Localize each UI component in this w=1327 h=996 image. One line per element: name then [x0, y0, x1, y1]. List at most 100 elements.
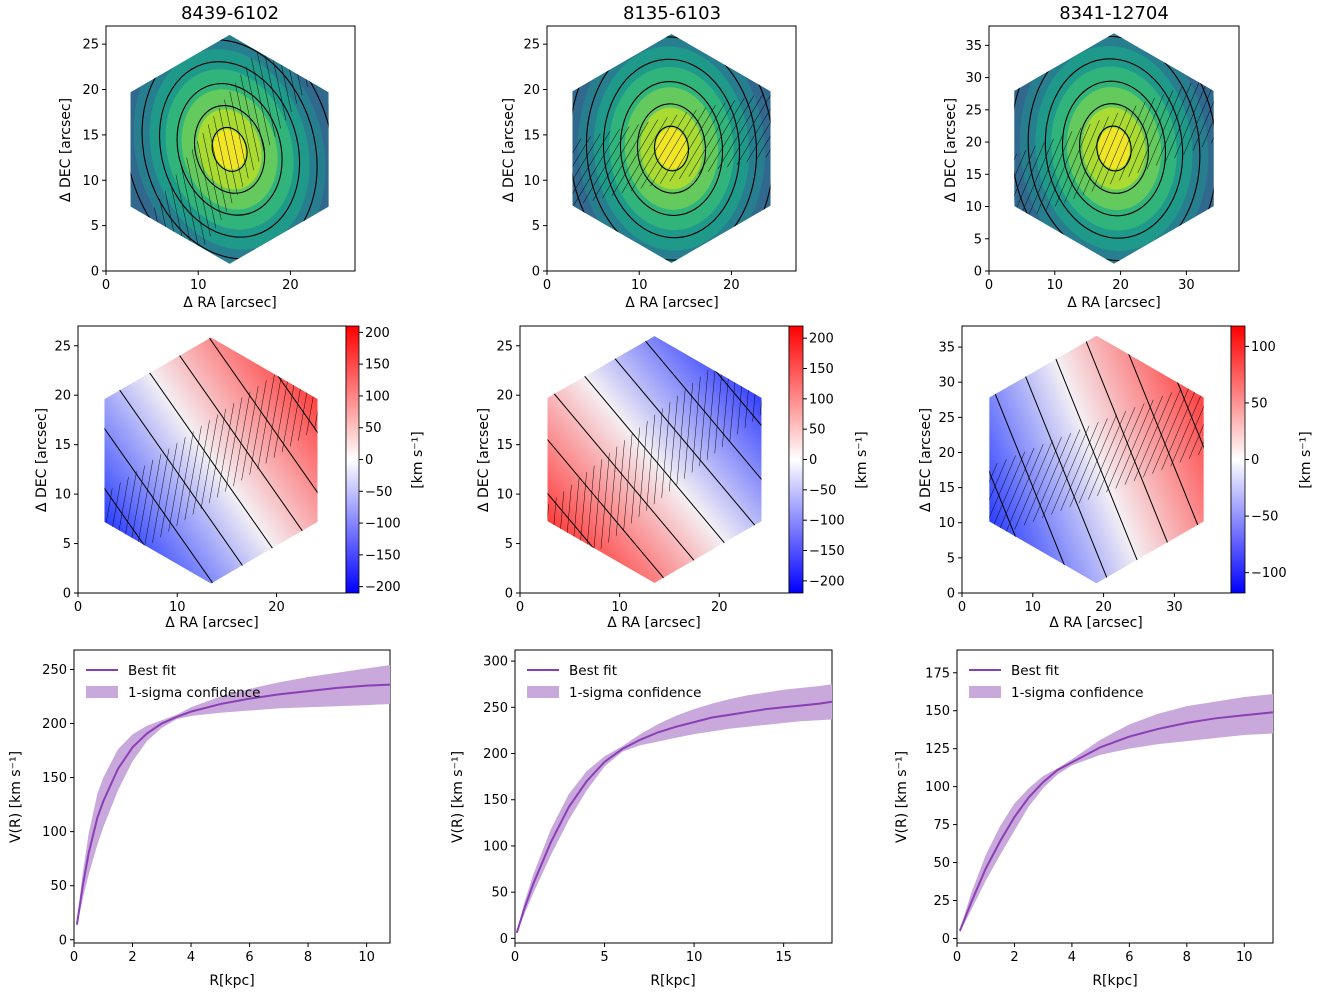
confidence-band: [76, 665, 390, 927]
x-tick-label: 10: [190, 278, 207, 293]
flux-contour: [130, 35, 329, 264]
y-tick-label: 200: [42, 717, 67, 732]
y-tick-label: 15: [82, 128, 99, 143]
legend-confidence: 1-sigma confidence: [1011, 685, 1143, 701]
colorbar-tick-label: 50: [1251, 396, 1268, 411]
y-tick-label: 30: [965, 71, 982, 86]
y-tick-label: 175: [925, 666, 950, 681]
x-tick-label: 8: [304, 950, 312, 965]
flux-xlabel: Δ RA [arcsec]: [625, 295, 718, 311]
colorbar: [788, 325, 804, 594]
y-tick-label: 5: [505, 537, 513, 552]
y-tick-label: 0: [63, 587, 71, 602]
legend-best-fit: Best fit: [1011, 663, 1059, 679]
y-tick-label: 0: [59, 933, 67, 948]
x-tick-label: 0: [543, 278, 551, 293]
x-tick-label: 6: [245, 950, 253, 965]
y-tick-label: 15: [54, 438, 71, 453]
rotation-ylabel: V(R) [km s⁻¹]: [8, 751, 24, 843]
x-tick-label: 0: [985, 278, 993, 293]
colorbar-label: [km s⁻¹]: [410, 431, 426, 488]
y-tick-label: 150: [925, 704, 950, 719]
panel-col-1: 8439-6102 0 10 20 0 5 10 15 20 25 Δ RA [arcsec] …: [8, 3, 426, 989]
colorbar-tick-label: 0: [809, 453, 817, 468]
y-tick-label: 15: [496, 438, 513, 453]
velocity-xlabel: Δ RA [arcsec]: [165, 615, 258, 631]
y-tick-label: 30: [938, 376, 955, 391]
colorbar-tick-label: 100: [1251, 340, 1276, 355]
x-tick-label: 0: [516, 600, 524, 615]
x-tick-label: 0: [102, 278, 110, 293]
x-tick-label: 20: [1112, 278, 1129, 293]
legend-band-swatch: [86, 686, 118, 698]
x-tick-label: 10: [631, 278, 648, 293]
velocity-ylabel: Δ DEC [arcsec]: [918, 408, 934, 512]
flux-map-2: 0 10 20 0 5 10 15 20 25 Δ RA [arcsec] Δ DEC [arc…: [501, 25, 797, 311]
velocity-map-3: 0 10 20 30 0 5 10 15 20 25 30 35 Δ RA [arcsec] Δ DE…: [918, 325, 1314, 631]
best-fit-line: [75, 683, 391, 925]
x-tick-label: 4: [1068, 950, 1076, 965]
y-tick-label: 15: [938, 481, 955, 496]
legend-confidence: 1-sigma confidence: [128, 685, 260, 701]
colorbar-tick-label: 0: [365, 453, 373, 468]
flux-ylabel: Δ DEC [arcsec]: [943, 98, 959, 202]
legend-best-fit: Best fit: [128, 663, 176, 679]
x-tick-label: 0: [70, 950, 78, 965]
y-tick-label: 25: [54, 339, 71, 354]
x-tick-label: 20: [268, 600, 285, 615]
colorbar-tick-label: −200: [365, 580, 401, 595]
y-tick-label: 250: [42, 663, 67, 678]
x-tick-label: 2: [1010, 950, 1018, 965]
y-tick-label: 20: [965, 136, 982, 151]
rotation-xlabel: R[kpc]: [1092, 973, 1137, 989]
rotation-xlabel: R[kpc]: [209, 973, 254, 989]
colorbar-tick-label: 100: [365, 389, 390, 404]
y-tick-label: 25: [496, 339, 513, 354]
y-tick-label: 5: [63, 537, 71, 552]
y-tick-label: 20: [82, 83, 99, 98]
y-tick-label: 15: [523, 128, 540, 143]
colorbar-tick-label: −50: [809, 483, 836, 498]
flux-xlabel: Δ RA [arcsec]: [1067, 295, 1160, 311]
y-tick-label: 0: [532, 265, 540, 280]
y-tick-label: 10: [965, 200, 982, 215]
flux-ylabel: Δ DEC [arcsec]: [501, 98, 517, 202]
x-tick-label: 10: [611, 600, 628, 615]
flux-contour: [159, 61, 301, 238]
panel-title: 8135-6103: [623, 3, 721, 24]
x-tick-label: 30: [1178, 278, 1195, 293]
panel-title: 8439-6102: [181, 3, 279, 24]
velocity-ylabel: Δ DEC [arcsec]: [476, 408, 492, 512]
x-tick-label: 10: [686, 950, 703, 965]
x-tick-label: 10: [1025, 600, 1042, 615]
y-tick-label: 20: [938, 446, 955, 461]
flux-contour: [176, 83, 283, 216]
rotation-xlabel: R[kpc]: [650, 973, 695, 989]
y-tick-label: 20: [54, 389, 71, 404]
flux-xlabel: Δ RA [arcsec]: [183, 295, 276, 311]
slit-hatch: [104, 337, 318, 584]
y-tick-label: 15: [965, 168, 982, 183]
y-tick-label: 0: [974, 265, 982, 280]
y-tick-label: 125: [925, 742, 950, 757]
colorbar: [1230, 325, 1246, 594]
y-tick-label: 50: [50, 879, 67, 894]
velocity-image: [989, 335, 1204, 584]
colorbar: [345, 325, 360, 594]
colorbar-tick-label: 150: [809, 362, 834, 377]
y-tick-label: 5: [91, 219, 99, 234]
y-tick-label: 5: [532, 219, 540, 234]
y-tick-label: 25: [938, 411, 955, 426]
y-tick-label: 50: [491, 886, 508, 901]
y-tick-label: 25: [523, 38, 540, 53]
colorbar-tick-label: 0: [1251, 453, 1259, 468]
legend-confidence: 1-sigma confidence: [569, 685, 701, 701]
y-tick-label: 20: [523, 83, 540, 98]
x-tick-label: 20: [1095, 600, 1112, 615]
y-tick-label: 50: [933, 856, 950, 871]
